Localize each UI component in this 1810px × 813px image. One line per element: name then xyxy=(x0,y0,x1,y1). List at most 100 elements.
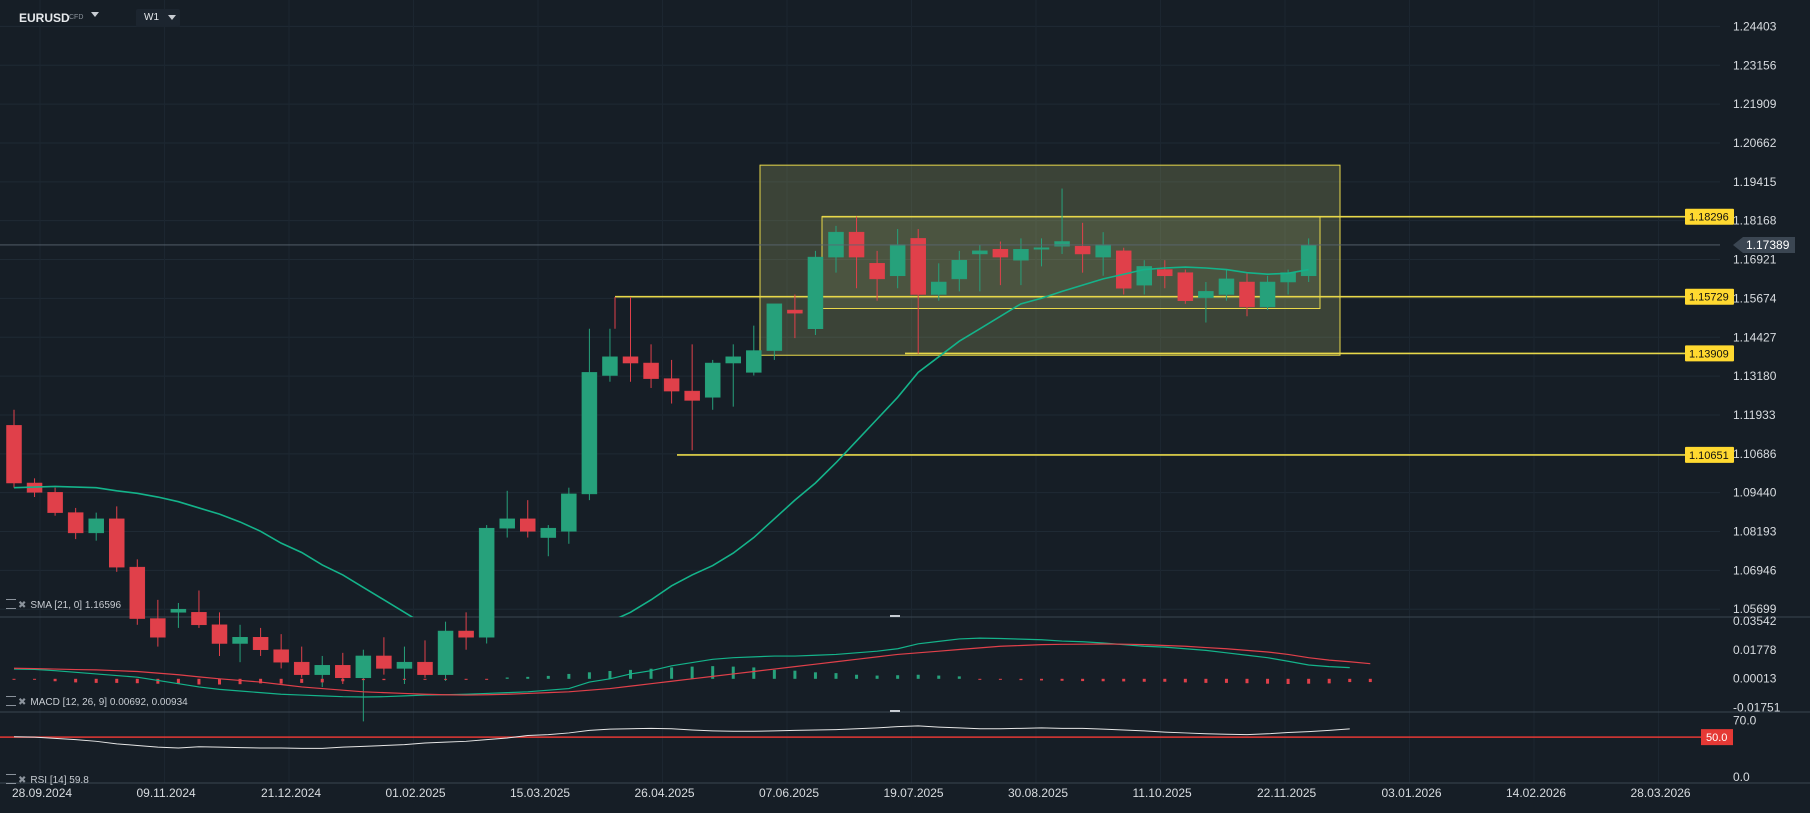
bear-candle xyxy=(335,665,351,679)
bear-candle xyxy=(273,649,289,663)
macd-histogram-bar xyxy=(834,673,838,679)
indicator-close-icon[interactable]: ✖ xyxy=(18,775,27,786)
bull-candle xyxy=(437,630,454,675)
macd-histogram-bar xyxy=(33,678,37,680)
level-price-tag xyxy=(1685,288,1734,305)
bull-candle xyxy=(355,655,372,679)
time-axis-label: 28.09.2024 xyxy=(12,786,72,800)
macd-histogram-bar xyxy=(382,678,386,681)
macd-axis-label: 0.03542 xyxy=(1733,614,1777,628)
macd-histogram-bar xyxy=(546,675,550,679)
macd-histogram-bar xyxy=(74,678,78,683)
macd-histogram-bar xyxy=(135,678,139,684)
macd-histogram-bar xyxy=(115,678,119,683)
bear-candle xyxy=(293,661,310,675)
bull-candle xyxy=(499,518,515,529)
macd-histogram-bar xyxy=(608,671,612,679)
sma-legend[interactable]: ✖ SMA [21, 0] 1.16596 xyxy=(6,599,121,611)
time-axis-label: 03.01.2026 xyxy=(1382,786,1442,800)
bull-candle xyxy=(232,637,248,644)
time-axis-label: 19.07.2025 xyxy=(884,786,944,800)
time-axis-label: 11.10.2025 xyxy=(1133,786,1192,800)
bear-candle xyxy=(622,356,639,364)
macd-histogram-bar xyxy=(156,678,160,684)
timeframe-selector[interactable]: W1 xyxy=(136,9,180,27)
macd-histogram-bar xyxy=(94,678,98,683)
bear-candle xyxy=(1115,250,1132,289)
macd-histogram-bar xyxy=(53,678,57,682)
macd-histogram-bar xyxy=(1183,678,1187,683)
price-axis-label: 1.08193 xyxy=(1733,525,1777,539)
price-axis-label: 1.14427 xyxy=(1733,330,1777,344)
price-axis-label: 1.06946 xyxy=(1733,563,1777,577)
bear-candle xyxy=(191,612,207,626)
bull-candle xyxy=(396,661,413,669)
symbol-dropdown-icon[interactable] xyxy=(91,12,99,17)
macd-histogram-bar xyxy=(1245,678,1249,684)
macd-histogram-bar xyxy=(1081,678,1085,682)
indicator-settings-icon[interactable] xyxy=(6,696,16,706)
bull-candle xyxy=(931,281,947,295)
macd-axis-label: 0.01778 xyxy=(1733,643,1777,657)
macd-histogram-bar xyxy=(176,678,180,684)
price-axis-label: 1.10686 xyxy=(1733,447,1777,461)
macd-histogram-bar xyxy=(444,678,448,680)
time-axis-label: 09.11.2024 xyxy=(137,786,196,800)
bear-candle xyxy=(47,492,63,513)
time-axis-label: 14.02.2026 xyxy=(1506,786,1566,800)
bear-candle xyxy=(458,630,474,638)
time-axis-label: 30.08.2025 xyxy=(1008,786,1068,800)
macd-histogram-bar xyxy=(12,678,16,680)
timeframe-dropdown-icon xyxy=(168,15,176,20)
macd-histogram-bar xyxy=(402,678,406,680)
macd-histogram-bar xyxy=(690,666,694,679)
rsi-legend[interactable]: ✖ RSI [14] 59.8 xyxy=(6,774,89,786)
macd-histogram-bar xyxy=(793,670,797,679)
bull-candle xyxy=(766,303,783,351)
price-axis-label: 1.20662 xyxy=(1733,136,1777,150)
macd-histogram-bar xyxy=(896,675,900,679)
time-axis-label: 15.03.2025 xyxy=(510,786,570,800)
macd-histogram-bar xyxy=(1368,678,1372,683)
bull-candle xyxy=(1054,241,1070,247)
current-price-tag xyxy=(1733,236,1795,253)
bear-candle xyxy=(1074,245,1091,255)
price-axis-label: 1.05699 xyxy=(1733,602,1777,616)
bull-candle xyxy=(951,259,968,280)
indicator-settings-icon[interactable] xyxy=(6,774,16,784)
bear-candle xyxy=(1177,272,1194,301)
macd-histogram-bar xyxy=(361,678,365,681)
macd-histogram-bar xyxy=(197,678,201,685)
time-axis-label: 07.06.2025 xyxy=(759,786,819,800)
indicator-close-icon[interactable]: ✖ xyxy=(18,600,27,611)
symbol-label[interactable]: EURUSD xyxy=(19,11,70,25)
indicator-settings-icon[interactable] xyxy=(6,599,16,609)
bear-candle xyxy=(129,566,146,619)
bull-candle xyxy=(725,356,741,364)
level-price-text: 1.13909 xyxy=(1689,348,1729,360)
bear-candle xyxy=(992,249,1009,258)
bull-candle xyxy=(1259,281,1276,308)
rsi-line xyxy=(13,725,1350,749)
sma-label: SMA [21, 0] 1.16596 xyxy=(30,600,122,611)
level-price-text: 1.15729 xyxy=(1689,292,1729,304)
macd-histogram-bar xyxy=(1163,678,1167,682)
macd-legend[interactable]: ✖ MACD [12, 26, 9] 0.00692, 0.00934 xyxy=(6,696,188,708)
bear-candle xyxy=(376,655,392,669)
bear-candle xyxy=(417,661,433,675)
bull-candle xyxy=(1218,278,1235,295)
macd-axis-label: -0.01751 xyxy=(1733,700,1781,714)
bear-candle xyxy=(1157,269,1173,277)
macd-histogram-bar xyxy=(813,672,817,679)
macd-histogram-bar xyxy=(916,674,920,679)
macd-histogram-bar xyxy=(649,668,653,679)
rsi-axis-label: 0.0 xyxy=(1733,770,1750,784)
bull-candle xyxy=(478,527,495,638)
macd-histogram-bar xyxy=(423,678,427,680)
time-axis-label: 01.02.2025 xyxy=(386,786,446,800)
price-axis-label: 1.16921 xyxy=(1733,253,1777,267)
macd-histogram-bar xyxy=(505,677,509,679)
indicator-close-icon[interactable]: ✖ xyxy=(18,697,27,708)
